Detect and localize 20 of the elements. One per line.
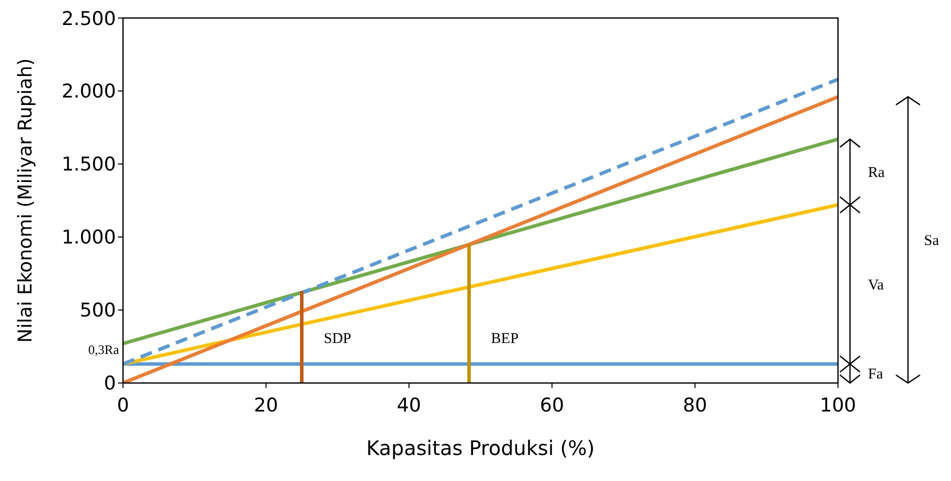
x-tick-label: 100 (820, 394, 856, 416)
text: Ra (868, 165, 886, 182)
text: Sa (924, 232, 940, 249)
x-tick-label: 80 (682, 394, 708, 416)
text: Fa (868, 366, 884, 383)
text: 0,3Ra (88, 342, 120, 358)
text: Va (868, 277, 884, 294)
y-tick-label: 1.000 (62, 226, 116, 249)
x-tick-label: 20 (254, 394, 278, 416)
x-tick-label: 40 (396, 394, 422, 416)
y-tick-label: 0 (104, 372, 116, 395)
y-tick-label: 2.500 (62, 8, 116, 30)
x-tick-label: 60 (540, 394, 564, 416)
y-axis-title: Nilai Ekonomi (Miliyar Rupiah) (14, 58, 37, 343)
y-tick-label: 1.500 (62, 154, 116, 176)
x-axis-title: Kapasitas Produksi (%) (366, 436, 595, 460)
series-label: SDP (324, 331, 352, 347)
series-label: BEP (491, 331, 519, 347)
y-tick-label: 2.000 (62, 80, 116, 103)
y-tick-label: 500 (80, 300, 116, 322)
